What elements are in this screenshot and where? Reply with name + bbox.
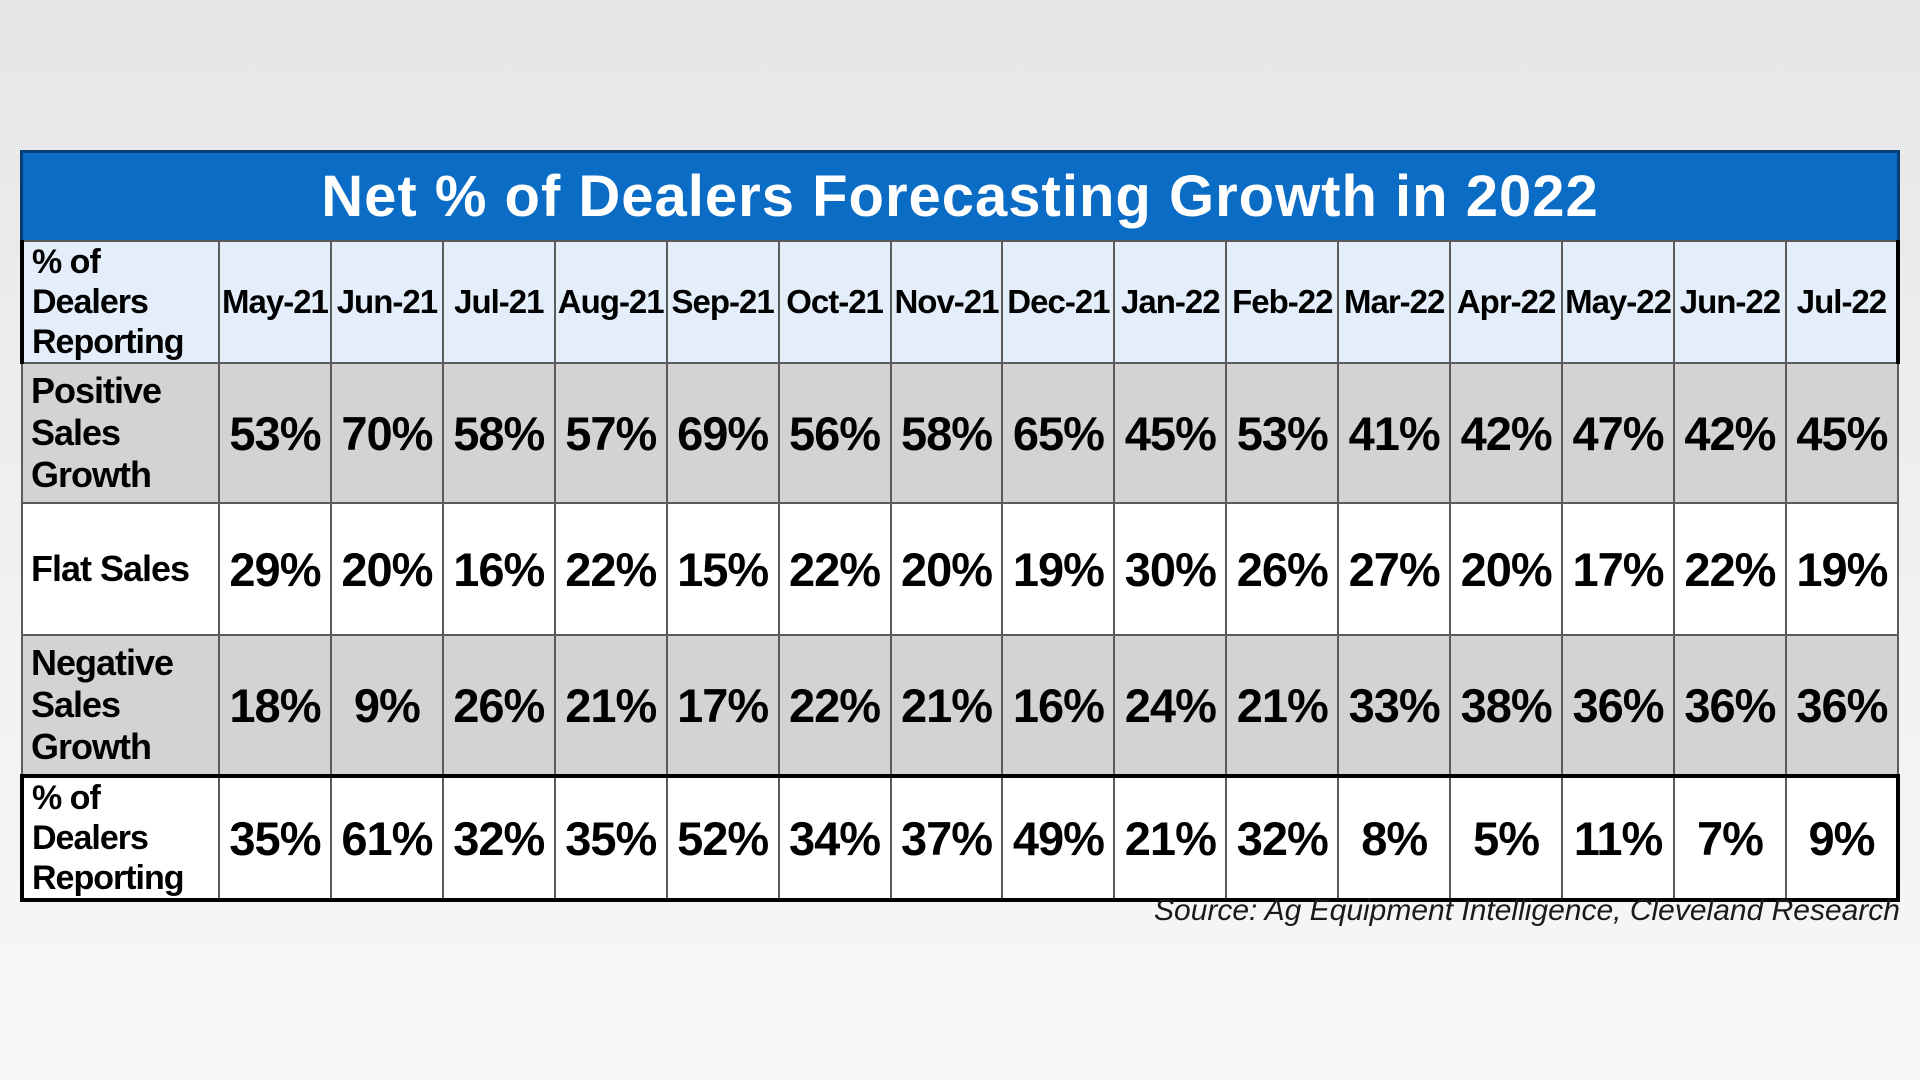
table-cell: 5% bbox=[1449, 774, 1564, 902]
table-cell: 26% bbox=[441, 634, 556, 777]
column-header: Nov-21 bbox=[889, 240, 1004, 364]
column-header: Apr-22 bbox=[1449, 240, 1564, 364]
table-cell: 20% bbox=[1449, 502, 1564, 636]
table-cell: 42% bbox=[1449, 362, 1564, 504]
column-header: Jun-22 bbox=[1672, 240, 1787, 364]
title-bar: Net % of Dealers Forecasting Growth in 2… bbox=[20, 150, 1900, 240]
row-label: Negative Sales Growth bbox=[21, 634, 220, 777]
table-cell: 26% bbox=[1225, 502, 1340, 636]
column-header: Dec-21 bbox=[1001, 240, 1116, 364]
table-cell: 19% bbox=[1784, 502, 1900, 636]
table-cell: 35% bbox=[553, 774, 668, 902]
table-cell: 49% bbox=[1001, 774, 1116, 902]
table-cell: 36% bbox=[1784, 634, 1900, 777]
table-cell: 58% bbox=[441, 362, 556, 504]
column-header: Jul-21 bbox=[441, 240, 556, 364]
table-cell: 16% bbox=[1001, 634, 1116, 777]
table-cell: 70% bbox=[329, 362, 444, 504]
table-cell: 42% bbox=[1672, 362, 1787, 504]
table-cell: 18% bbox=[218, 634, 332, 777]
table-cell: 21% bbox=[1113, 774, 1228, 902]
table-cell: 34% bbox=[777, 774, 892, 902]
table-cell: 61% bbox=[329, 774, 444, 902]
row-label: Positive Sales Growth bbox=[21, 362, 220, 504]
table-row: Flat Sales 29% 20% 16% 22% 15% 22% 20% 19% 30% 26%… bbox=[21, 502, 1900, 636]
table-cell: 22% bbox=[777, 502, 892, 636]
column-header: Feb-22 bbox=[1225, 240, 1340, 364]
table-cell: 16% bbox=[441, 502, 556, 636]
table-cell: 21% bbox=[1225, 634, 1340, 777]
table-cell: 38% bbox=[1449, 634, 1564, 777]
forecast-table: % of Dealers Reporting May-21 Jun-21 Jul-2… bbox=[20, 240, 1901, 902]
column-header: Sep-21 bbox=[665, 240, 780, 364]
table-cell: 37% bbox=[889, 774, 1004, 902]
table-cell: 52% bbox=[665, 774, 780, 902]
header-row-label: % of Dealers Reporting bbox=[20, 240, 220, 364]
table-cell: 20% bbox=[329, 502, 444, 636]
table-cell: 7% bbox=[1672, 774, 1787, 902]
table-cell: 36% bbox=[1672, 634, 1787, 777]
table-cell: 65% bbox=[1001, 362, 1116, 504]
table-cell: 17% bbox=[1561, 502, 1675, 636]
table-cell: 24% bbox=[1113, 634, 1228, 777]
column-header: May-21 bbox=[218, 240, 332, 364]
column-header: Mar-22 bbox=[1337, 240, 1452, 364]
table-cell: 21% bbox=[553, 634, 668, 777]
row-label: % of Dealers Reporting bbox=[20, 774, 220, 902]
table-cell: 58% bbox=[889, 362, 1004, 504]
table-cell: 21% bbox=[889, 634, 1004, 777]
chart-title: Net % of Dealers Forecasting Growth in 2… bbox=[321, 164, 1599, 229]
table-cell: 36% bbox=[1561, 634, 1675, 777]
header-row: % of Dealers Reporting May-21 Jun-21 Jul-2… bbox=[20, 240, 1901, 364]
table-cell: 19% bbox=[1001, 502, 1116, 636]
table-cell: 69% bbox=[665, 362, 780, 504]
table-cell: 22% bbox=[777, 634, 892, 777]
column-header: Aug-21 bbox=[553, 240, 668, 364]
table-cell: 32% bbox=[441, 774, 556, 902]
table-cell: 15% bbox=[665, 502, 780, 636]
table-cell: 35% bbox=[218, 774, 332, 902]
table-cell: 22% bbox=[553, 502, 668, 636]
table-cell: 9% bbox=[1784, 774, 1901, 902]
table-row: Positive Sales Growth 53% 70% 58% 57% 69% 56% 5… bbox=[21, 362, 1900, 504]
table-cell: 45% bbox=[1784, 362, 1900, 504]
table-cell: 9% bbox=[329, 634, 444, 777]
table-cell: 41% bbox=[1337, 362, 1452, 504]
table-cell: 32% bbox=[1225, 774, 1340, 902]
table-cell: 57% bbox=[553, 362, 668, 504]
table-row: % of Dealers Reporting 35% 61% 32% 35% 52% 34%… bbox=[20, 774, 1901, 902]
table-cell: 53% bbox=[1225, 362, 1340, 504]
table-cell: 29% bbox=[218, 502, 332, 636]
column-header: Jul-22 bbox=[1784, 240, 1901, 364]
table-cell: 11% bbox=[1561, 774, 1675, 902]
table-cell: 56% bbox=[777, 362, 892, 504]
table-row: Negative Sales Growth 18% 9% 26% 21% 17% 22% 21… bbox=[21, 634, 1900, 777]
row-label: Flat Sales bbox=[21, 502, 220, 636]
column-header: May-22 bbox=[1561, 240, 1675, 364]
table-cell: 53% bbox=[218, 362, 332, 504]
table-cell: 27% bbox=[1337, 502, 1452, 636]
table-cell: 45% bbox=[1113, 362, 1228, 504]
column-header: Jan-22 bbox=[1113, 240, 1228, 364]
column-header: Oct-21 bbox=[777, 240, 892, 364]
table-cell: 30% bbox=[1113, 502, 1228, 636]
column-header: Jun-21 bbox=[329, 240, 444, 364]
table-cell: 17% bbox=[665, 634, 780, 777]
table-cell: 8% bbox=[1337, 774, 1452, 902]
table-cell: 33% bbox=[1337, 634, 1452, 777]
table-cell: 20% bbox=[889, 502, 1004, 636]
forecast-table-frame: Net % of Dealers Forecasting Growth in 2… bbox=[20, 150, 1901, 902]
table-cell: 47% bbox=[1561, 362, 1675, 504]
source-note: Source: Ag Equipment Intelligence, Cleve… bbox=[1154, 894, 1900, 927]
table-cell: 22% bbox=[1672, 502, 1787, 636]
